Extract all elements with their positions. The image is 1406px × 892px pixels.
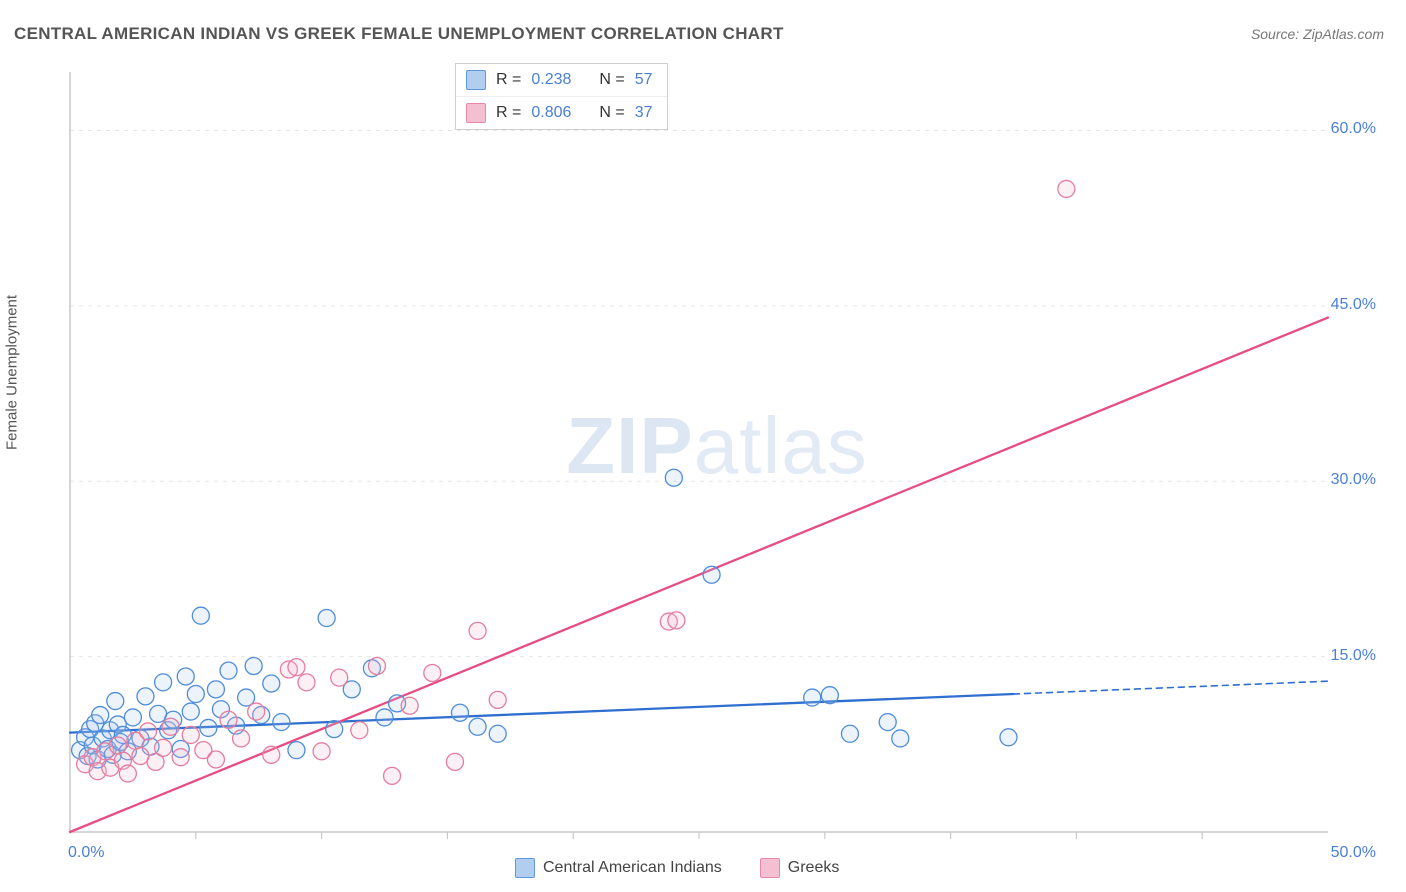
stats-row-series-1: R = 0.806 N = 37 (456, 96, 667, 129)
legend-label-0: Central American Indians (543, 859, 722, 877)
legend-item-0: Central American Indians (515, 858, 722, 878)
chart-title: CENTRAL AMERICAN INDIAN VS GREEK FEMALE … (14, 24, 784, 44)
legend-swatch-0 (515, 858, 535, 878)
swatch-series-1 (466, 103, 486, 123)
n-label-0: N = (599, 71, 624, 89)
source-label: Source: ZipAtlas.com (1251, 26, 1384, 42)
swatch-series-0 (466, 70, 486, 90)
legend-item-1: Greeks (760, 858, 840, 878)
legend-swatch-1 (760, 858, 780, 878)
tick-label: 60.0% (1331, 120, 1376, 138)
chart-container: CENTRAL AMERICAN INDIAN VS GREEK FEMALE … (0, 0, 1406, 892)
y-axis-label: Female Unemployment (4, 295, 21, 450)
series-legend: Central American Indians Greeks (515, 858, 839, 878)
r-label-0: R = (496, 71, 521, 89)
stats-row-series-0: R = 0.238 N = 57 (456, 64, 667, 96)
tick-label: 50.0% (1331, 844, 1376, 862)
tick-label: 45.0% (1331, 296, 1376, 314)
r-value-0: 0.238 (531, 71, 571, 89)
tick-label: 30.0% (1331, 471, 1376, 489)
n-label-1: N = (599, 104, 624, 122)
legend-label-1: Greeks (788, 859, 840, 877)
n-value-1: 37 (635, 104, 653, 122)
scatter-plot-svg (52, 60, 1382, 850)
stats-legend: R = 0.238 N = 57 R = 0.806 N = 37 (455, 63, 668, 130)
r-label-1: R = (496, 104, 521, 122)
tick-label: 0.0% (68, 844, 104, 862)
plot-area: ZIPatlas (52, 60, 1382, 850)
n-value-0: 57 (635, 71, 653, 89)
tick-label: 15.0% (1331, 647, 1376, 665)
r-value-1: 0.806 (531, 104, 571, 122)
